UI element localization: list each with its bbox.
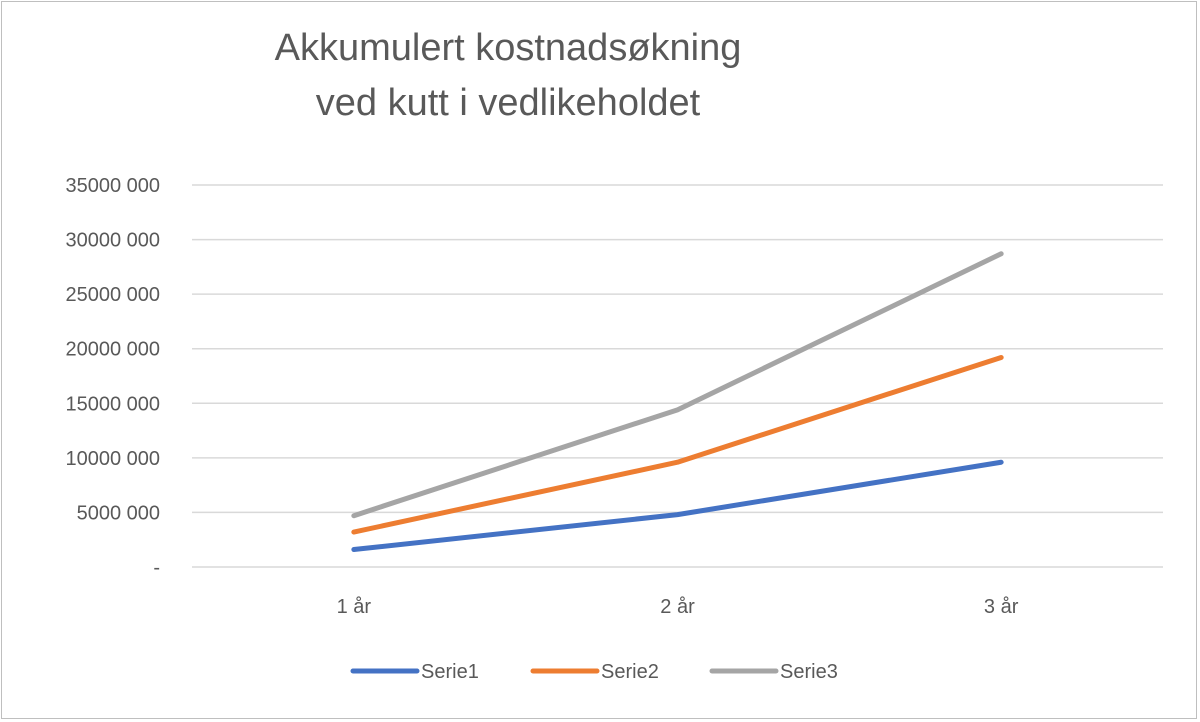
series-lines bbox=[351, 251, 1004, 553]
gridlines bbox=[192, 184, 1163, 568]
x-tick-label: 3 år bbox=[984, 596, 1019, 618]
y-tick-label: 35000 000 bbox=[65, 175, 160, 197]
x-tick-label: 2 år bbox=[660, 596, 695, 618]
y-tick-label: 5000 000 bbox=[77, 502, 160, 524]
chart-title: Akkumulert kostnadsøkning ved kutt i ved… bbox=[275, 27, 742, 124]
chart-title-line-1: Akkumulert kostnadsøkning bbox=[275, 27, 742, 69]
y-tick-label: 25000 000 bbox=[65, 284, 160, 306]
y-tick-label: 15000 000 bbox=[65, 393, 160, 415]
series-line-serie2 bbox=[351, 354, 1004, 535]
x-tick-label: 1 år bbox=[337, 596, 372, 618]
chart-title-line-2: ved kutt i vedlikeholdet bbox=[316, 82, 701, 124]
y-tick-label: 30000 000 bbox=[65, 230, 160, 252]
y-axis-tick-labels: - 5000 000 10000 000 15000 000 20000 000 2500… bbox=[65, 175, 160, 579]
series-line-serie3 bbox=[351, 251, 1004, 519]
y-tick-label: 20000 000 bbox=[65, 339, 160, 361]
y-tick-label: 10000 000 bbox=[65, 448, 160, 470]
x-axis-tick-labels: 1 år 2 år 3 år bbox=[337, 596, 1019, 618]
legend-label-serie3: Serie3 bbox=[780, 661, 838, 683]
legend: Serie1 Serie2 Serie3 bbox=[350, 661, 838, 683]
legend-label-serie2: Serie2 bbox=[601, 661, 659, 683]
series-line-serie1 bbox=[351, 459, 1004, 553]
legend-label-serie1: Serie1 bbox=[421, 661, 479, 683]
y-tick-label: - bbox=[153, 557, 160, 579]
